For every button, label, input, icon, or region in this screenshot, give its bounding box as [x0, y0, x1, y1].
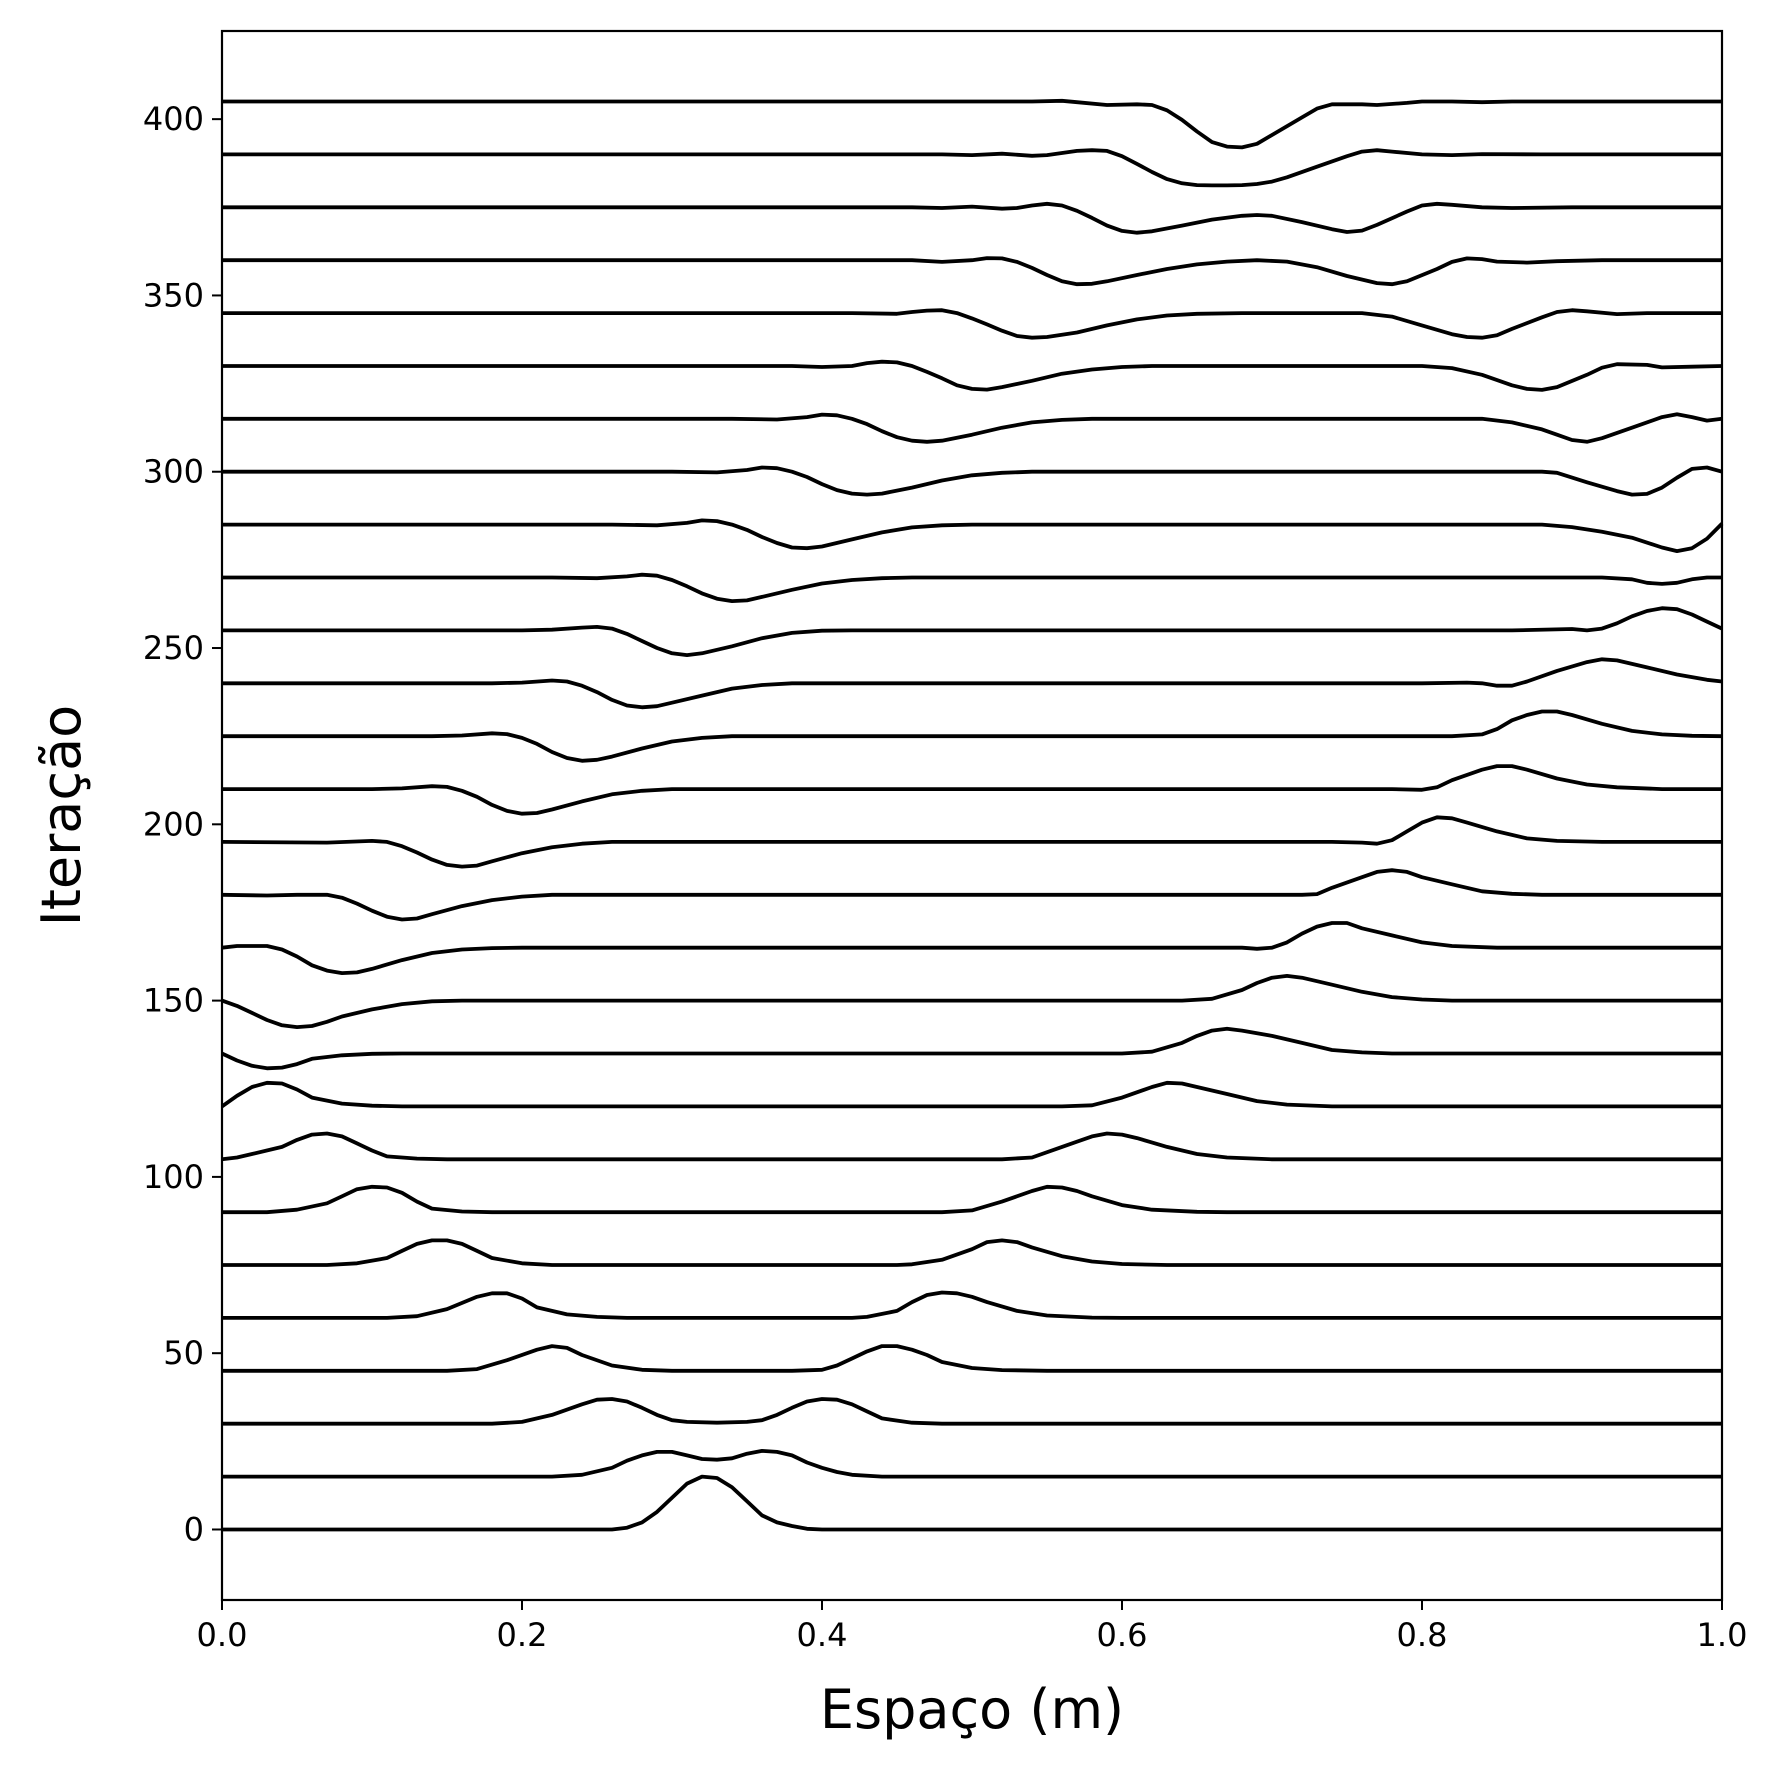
x-tick-label: 0.4	[797, 1616, 848, 1654]
series-line-iteration-165	[221, 921, 1722, 975]
series-line-iteration-135	[221, 1026, 1722, 1071]
series-line-iteration-300	[222, 465, 1723, 497]
y-tick-label: 50	[163, 1334, 204, 1372]
x-tick-label: 1.0	[1697, 1616, 1748, 1654]
series-line-iteration-360	[222, 256, 1722, 287]
series-line-iteration-240	[222, 657, 1723, 710]
x-tick-label: 0.2	[497, 1616, 548, 1654]
series-line-iteration-225	[222, 709, 1723, 763]
y-tick-label: 250	[143, 629, 204, 667]
series-line-iteration-270	[222, 572, 1722, 603]
series-line-iteration-45	[222, 1344, 1722, 1373]
x-tick-label: 0.0	[197, 1616, 248, 1654]
y-tick-label: 300	[143, 453, 204, 491]
y-tick-label: 150	[143, 982, 204, 1020]
series-line-iteration-60	[222, 1290, 1722, 1320]
x-axis-label: Espaço (m)	[820, 1678, 1124, 1741]
x-axis: 0.0 0.2 0.4 0.6 0.8 1.0	[197, 1600, 1748, 1654]
series-line-iteration-120	[220, 1080, 1722, 1109]
series-line-iteration-0	[222, 1474, 1722, 1532]
y-tick-label: 100	[143, 1158, 204, 1196]
series-line-iteration-345	[222, 308, 1722, 340]
y-axis: 0 50 100 150 200 250 300 350 400	[143, 100, 222, 1548]
y-axis-label: Iteração	[30, 705, 93, 926]
series-line-iteration-30	[222, 1397, 1722, 1426]
plot-frame	[220, 29, 1724, 1602]
y-tick-label: 350	[143, 276, 204, 314]
y-tick-label: 0	[184, 1510, 204, 1548]
series-line-iteration-105	[221, 1131, 1722, 1162]
series-line-iteration-255	[222, 606, 1723, 657]
x-tick-label: 0.6	[1097, 1616, 1148, 1654]
series-line-iteration-285	[222, 518, 1724, 553]
y-tick-label: 400	[143, 100, 204, 138]
series-line-iteration-375	[222, 201, 1722, 235]
x-tick-label: 0.8	[1397, 1616, 1448, 1654]
series-layer	[220, 98, 1724, 1532]
series-line-iteration-315	[222, 412, 1723, 444]
series-line-iteration-330	[222, 359, 1723, 392]
series-line-iteration-390	[222, 148, 1722, 188]
series-line-iteration-210	[222, 764, 1722, 816]
series-line-iteration-15	[222, 1449, 1722, 1479]
series-line-iteration-405	[222, 98, 1722, 150]
series-line-iteration-150	[221, 974, 1722, 1029]
series-line-iteration-180	[221, 868, 1722, 922]
series-line-iteration-75	[222, 1238, 1722, 1267]
series-line-iteration-90	[222, 1184, 1722, 1215]
y-tick-label: 200	[143, 805, 204, 843]
series-line-iteration-195	[221, 815, 1722, 869]
